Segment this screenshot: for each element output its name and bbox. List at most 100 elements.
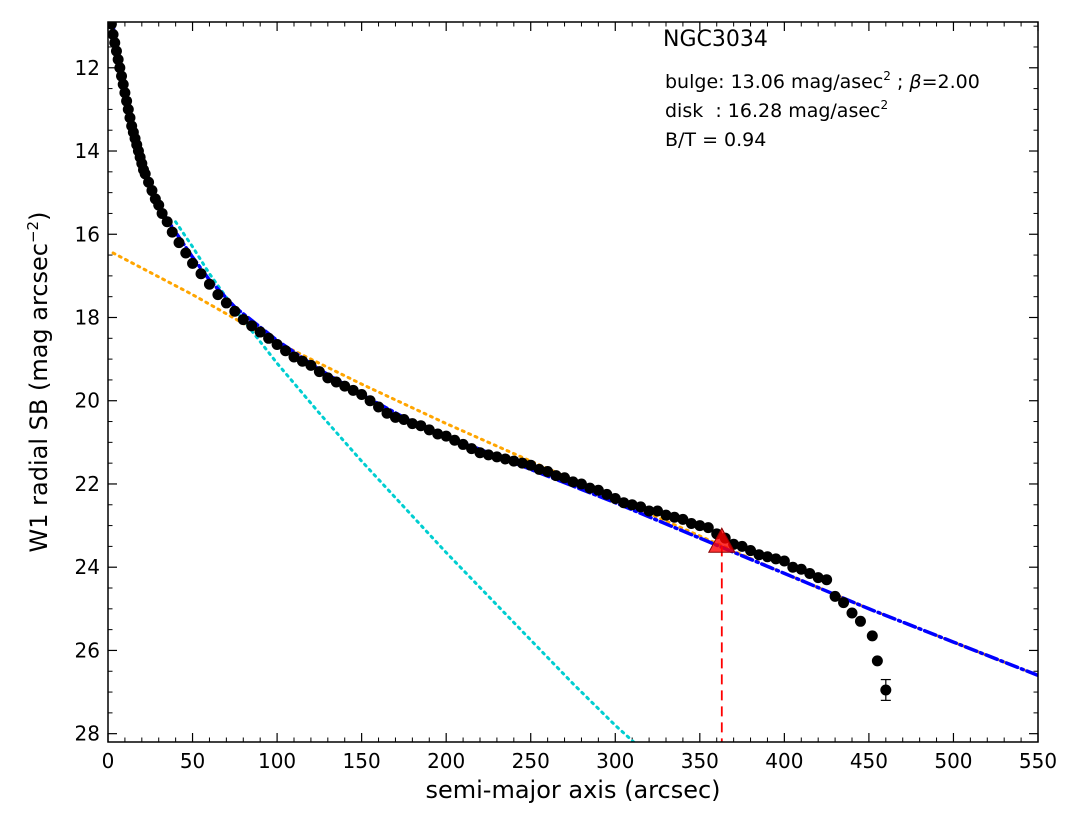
data-point bbox=[432, 428, 444, 440]
data-point bbox=[296, 355, 308, 367]
data-point bbox=[330, 376, 342, 388]
data-point bbox=[618, 497, 630, 509]
x-tick-label: 300 bbox=[596, 749, 634, 773]
radius-triangle-marker bbox=[707, 527, 736, 553]
data-point bbox=[347, 384, 359, 396]
x-tick-label: 350 bbox=[681, 749, 719, 773]
data-point bbox=[322, 372, 334, 384]
data-point bbox=[643, 505, 655, 517]
data-point bbox=[195, 268, 207, 280]
disk-annotation: disk : 16.28 mag/asec2 bbox=[665, 98, 888, 122]
data-point bbox=[187, 257, 199, 269]
data-point bbox=[406, 418, 418, 430]
data-point bbox=[821, 574, 833, 586]
data-point bbox=[116, 70, 128, 82]
data-point bbox=[263, 332, 275, 344]
y-tick-label: 12 bbox=[75, 56, 100, 80]
y-tick-label: 18 bbox=[75, 305, 100, 329]
data-point bbox=[457, 438, 469, 450]
data-point bbox=[626, 499, 638, 511]
data-point bbox=[440, 430, 452, 442]
data-point bbox=[108, 28, 119, 40]
data-point bbox=[866, 630, 878, 642]
data-point bbox=[288, 351, 300, 363]
data-point bbox=[180, 247, 192, 259]
data-point bbox=[668, 511, 680, 523]
data-point bbox=[122, 103, 134, 115]
data-point bbox=[652, 505, 664, 517]
x-tick-label: 450 bbox=[850, 749, 888, 773]
data-point bbox=[846, 607, 858, 619]
x-tick-label: 500 bbox=[934, 749, 972, 773]
data-point bbox=[829, 590, 841, 602]
data-point bbox=[804, 567, 816, 579]
disk-prefix: disk : 16.28 mag/asec bbox=[665, 100, 881, 122]
data-point bbox=[139, 168, 151, 180]
chart-title: NGC3034 bbox=[663, 27, 768, 52]
y-tick-label: 28 bbox=[75, 722, 100, 746]
data-point bbox=[753, 549, 765, 561]
data-point bbox=[559, 472, 571, 484]
data-point bbox=[153, 199, 165, 211]
data-point bbox=[694, 520, 706, 532]
data-point bbox=[280, 345, 292, 357]
data-point bbox=[449, 434, 461, 446]
y-axis-title-sup: −2 bbox=[24, 221, 42, 243]
y-tick-label: 14 bbox=[75, 139, 100, 163]
data-point bbox=[237, 314, 249, 326]
data-point bbox=[702, 522, 714, 534]
data-point bbox=[121, 95, 133, 107]
data-point bbox=[398, 413, 410, 425]
data-point bbox=[229, 305, 241, 317]
data-point bbox=[761, 551, 773, 563]
data-point bbox=[381, 407, 393, 419]
disk-sup: 2 bbox=[881, 98, 889, 112]
bulge-sup: 2 bbox=[883, 69, 891, 83]
axis-ticks bbox=[107, 22, 1039, 742]
data-point bbox=[660, 509, 672, 521]
radius-marker bbox=[707, 527, 736, 742]
data-point bbox=[812, 572, 824, 584]
data-point bbox=[117, 78, 129, 90]
data-point bbox=[108, 22, 117, 30]
bulge-prefix: bulge: 13.06 mag/asec bbox=[665, 71, 883, 93]
data-point bbox=[685, 518, 697, 530]
data-point bbox=[795, 563, 807, 575]
y-axis-title-end: ) bbox=[25, 212, 53, 221]
data-point bbox=[474, 447, 486, 459]
x-tick-label: 0 bbox=[102, 749, 115, 773]
data-point bbox=[550, 470, 562, 482]
data-point bbox=[220, 297, 232, 309]
data-point bbox=[677, 513, 689, 525]
data-point bbox=[736, 540, 748, 552]
data-point bbox=[525, 459, 537, 471]
y-axis-title: W1 radial SB (mag arcsec−2) bbox=[24, 212, 53, 553]
data-point bbox=[112, 53, 124, 65]
data-point bbox=[109, 37, 121, 49]
data-points bbox=[108, 22, 892, 701]
data-point bbox=[491, 451, 503, 463]
data-point bbox=[880, 684, 892, 696]
data-point bbox=[592, 484, 604, 496]
x-tick-label: 150 bbox=[343, 749, 381, 773]
y-tick-label: 22 bbox=[75, 472, 100, 496]
data-point bbox=[601, 488, 613, 500]
data-point bbox=[838, 597, 850, 609]
data-point bbox=[508, 455, 520, 467]
data-point bbox=[246, 320, 258, 332]
data-point bbox=[871, 655, 883, 667]
data-point bbox=[533, 463, 545, 475]
data-point bbox=[146, 185, 158, 197]
y-tick-label: 16 bbox=[75, 222, 100, 246]
data-point bbox=[156, 207, 168, 219]
data-point bbox=[254, 326, 266, 338]
x-tick-label: 50 bbox=[180, 749, 205, 773]
data-point bbox=[110, 45, 122, 57]
data-point bbox=[271, 339, 283, 351]
data-point bbox=[364, 395, 376, 407]
data-point bbox=[745, 545, 757, 557]
data-point bbox=[516, 457, 528, 469]
tick-labels: 0 50 100 150 200 250 300 350 400 450 500 550 12 14 16 1… bbox=[75, 56, 1058, 773]
data-point bbox=[212, 289, 224, 301]
data-point bbox=[466, 443, 478, 455]
